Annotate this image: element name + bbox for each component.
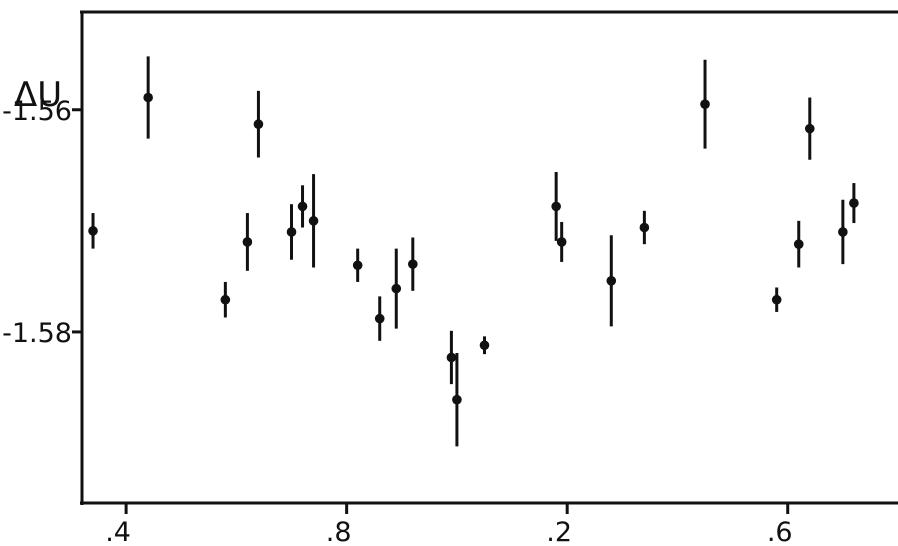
x-tick-label: .6 (767, 517, 793, 546)
data-point (452, 394, 462, 405)
data-point (804, 123, 815, 134)
data-point (606, 276, 617, 286)
data-point (242, 237, 253, 247)
data-point (286, 227, 297, 237)
data-point (849, 198, 859, 208)
data-point (88, 226, 98, 236)
y-axis-label: ΔU (14, 75, 62, 115)
data-point (308, 216, 319, 226)
x-tick-label: .8 (326, 517, 352, 546)
data-point (551, 201, 561, 212)
x-tick-label: .2 (546, 517, 572, 546)
data-point (143, 92, 153, 103)
data-point (838, 227, 848, 237)
data-point (446, 352, 457, 363)
data-point (556, 237, 567, 247)
x-ticks: .4 .8 .2 .6 (105, 503, 793, 546)
data-point (479, 340, 490, 351)
data-point (297, 201, 308, 212)
data-points (88, 56, 859, 447)
data-point (771, 294, 782, 305)
y-tick-label: -1.56 (2, 96, 72, 127)
data-point (374, 313, 385, 324)
data-point (220, 294, 231, 305)
data-point (352, 260, 363, 271)
y-ticks: -1.58 -1.56 (2, 96, 82, 349)
data-point (391, 283, 402, 294)
data-point (253, 119, 264, 129)
data-point (408, 259, 418, 269)
data-point (639, 222, 650, 233)
x-tick-label: .4 (105, 517, 131, 546)
data-point (700, 99, 710, 110)
data-point (793, 239, 804, 249)
y-tick-label: -1.58 (2, 318, 72, 349)
